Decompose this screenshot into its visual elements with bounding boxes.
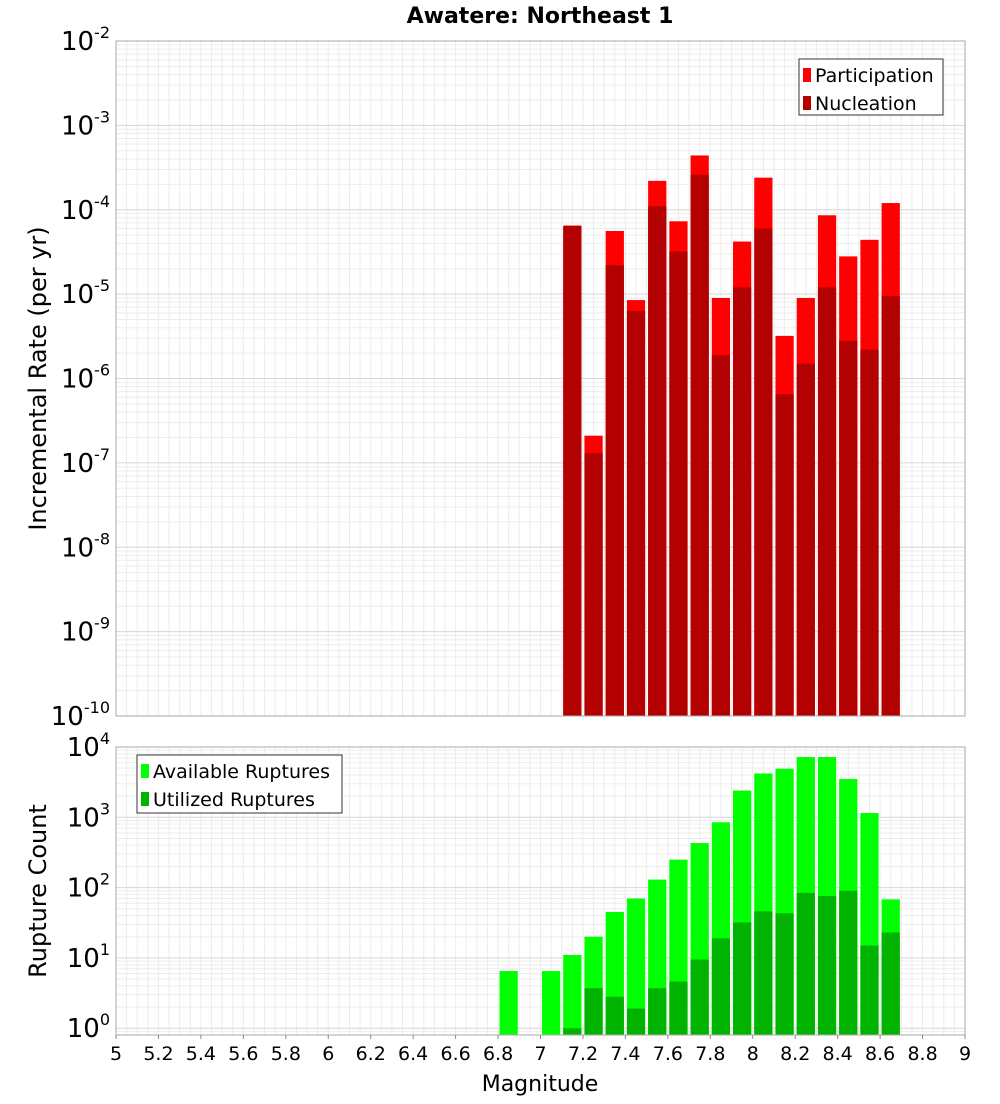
y-tick-label: 10-5 bbox=[61, 276, 110, 310]
y-axis-label: Rupture Count bbox=[24, 804, 52, 978]
legend-swatch bbox=[803, 68, 811, 82]
y-tick-label: 10-9 bbox=[61, 614, 110, 648]
x-tick-label: 8.4 bbox=[823, 1043, 853, 1065]
x-tick-label: 5.6 bbox=[228, 1043, 258, 1065]
legend-label: Available Ruptures bbox=[153, 761, 330, 783]
bar-nucleation bbox=[584, 453, 603, 716]
x-tick-label: 6 bbox=[322, 1043, 334, 1065]
bar-nucleation bbox=[605, 265, 624, 716]
bar-nucleation bbox=[648, 206, 667, 716]
bar-available-ruptures bbox=[626, 898, 646, 1035]
y-tick-label: 104 bbox=[67, 729, 110, 763]
y-tick-label: 101 bbox=[67, 940, 110, 974]
y-tick-label: 100 bbox=[67, 1010, 110, 1044]
bar-utilized-ruptures bbox=[817, 895, 837, 1035]
legend-swatch bbox=[803, 96, 811, 110]
x-axis-label: Magnitude bbox=[482, 1072, 599, 1097]
legend-box bbox=[136, 754, 343, 814]
bar-utilized-ruptures bbox=[711, 938, 731, 1035]
legend-swatch bbox=[141, 764, 149, 778]
y-tick-label: 10-4 bbox=[61, 192, 110, 226]
legend-label: Participation bbox=[815, 65, 934, 87]
bottom-panel: 100 101 102 103 104 Rupture Count Available Ru… bbox=[24, 729, 966, 1044]
x-tick-label: 9 bbox=[959, 1043, 971, 1065]
bar-utilized-ruptures bbox=[754, 911, 773, 1035]
plot-frame bbox=[115, 40, 966, 717]
bar-available-ruptures bbox=[563, 954, 582, 1035]
y-axis-label: Incremental Rate (per yr) bbox=[24, 226, 52, 530]
y-tick-label: 10-6 bbox=[61, 361, 110, 395]
bar-utilized-ruptures bbox=[860, 945, 879, 1035]
y-tick-label: 10-10 bbox=[51, 698, 110, 732]
x-tick-label: 8.8 bbox=[907, 1043, 937, 1065]
legend-box bbox=[798, 58, 944, 116]
x-tick-label: 7.6 bbox=[653, 1043, 683, 1065]
bar-nucleation bbox=[669, 251, 688, 716]
bar-nucleation bbox=[626, 311, 646, 716]
bar-utilized-ruptures bbox=[796, 892, 815, 1035]
y-tick-label: 10-3 bbox=[61, 107, 110, 141]
bar-utilized-ruptures bbox=[605, 996, 624, 1035]
x-tick-label: 8.2 bbox=[780, 1043, 810, 1065]
x-tick-label: 7 bbox=[534, 1043, 546, 1065]
x-tick-label: 7.4 bbox=[610, 1043, 640, 1065]
x-tick-label: 6.8 bbox=[483, 1043, 513, 1065]
y-tick-label: 10-7 bbox=[61, 445, 110, 479]
bar-utilized-ruptures bbox=[775, 913, 794, 1035]
bar-nucleation bbox=[775, 394, 794, 716]
bar-utilized-ruptures bbox=[839, 890, 858, 1035]
legend-label: Utilized Ruptures bbox=[153, 789, 315, 811]
chart-title: Awatere: Northeast 1 bbox=[407, 4, 674, 29]
bar-utilized-ruptures bbox=[626, 1008, 646, 1035]
bar-nucleation bbox=[733, 287, 752, 716]
x-tick-label: 7.2 bbox=[568, 1043, 598, 1065]
bar-nucleation bbox=[860, 349, 879, 716]
bar-utilized-ruptures bbox=[563, 1028, 582, 1035]
top-panel: 10-10 10-9 10-8 10-7 10-6 10-5 10-4 10-3 10-2 Inc… bbox=[24, 23, 966, 732]
bar-nucleation bbox=[817, 287, 837, 716]
y-tick-label: 10-8 bbox=[61, 529, 110, 563]
x-tick-label: 7.8 bbox=[695, 1043, 725, 1065]
x-tick-label: 6.2 bbox=[356, 1043, 386, 1065]
bar-nucleation bbox=[839, 340, 858, 716]
x-tick-label: 5 bbox=[110, 1043, 122, 1065]
bar-utilized-ruptures bbox=[584, 988, 603, 1035]
x-tick-label: 5.2 bbox=[143, 1043, 173, 1065]
bar-nucleation bbox=[690, 174, 709, 716]
bar-utilized-ruptures bbox=[881, 932, 900, 1035]
x-tick-label: 6.6 bbox=[440, 1043, 470, 1065]
bar-utilized-ruptures bbox=[690, 959, 709, 1035]
x-tick-label: 5.4 bbox=[186, 1043, 216, 1065]
x-tick-label: 8 bbox=[747, 1043, 759, 1065]
bar-nucleation bbox=[711, 354, 731, 716]
x-axis: 5 5.2 5.4 5.6 5.8 6 6.2 6.4 6.6 6.8 7 7.2 7.4 7.6 7.8 8… bbox=[110, 1035, 971, 1065]
bar-utilized-ruptures bbox=[733, 922, 752, 1035]
x-tick-label: 8.6 bbox=[865, 1043, 895, 1065]
bar-available-ruptures bbox=[499, 971, 518, 1035]
bar-nucleation bbox=[881, 296, 900, 716]
bar-available-ruptures bbox=[542, 971, 561, 1035]
x-tick-label: 6.4 bbox=[398, 1043, 428, 1065]
legend-swatch bbox=[141, 792, 149, 806]
bar-nucleation bbox=[563, 226, 582, 716]
bar-utilized-ruptures bbox=[669, 981, 688, 1035]
bar-utilized-ruptures bbox=[648, 988, 667, 1035]
bar-nucleation bbox=[796, 363, 815, 716]
bar-nucleation bbox=[754, 228, 773, 716]
x-tick-label: 5.8 bbox=[271, 1043, 301, 1065]
y-tick-label: 102 bbox=[67, 870, 110, 904]
legend-label: Nucleation bbox=[815, 93, 917, 115]
y-tick-label: 103 bbox=[67, 799, 110, 833]
y-tick-label: 10-2 bbox=[61, 23, 110, 57]
